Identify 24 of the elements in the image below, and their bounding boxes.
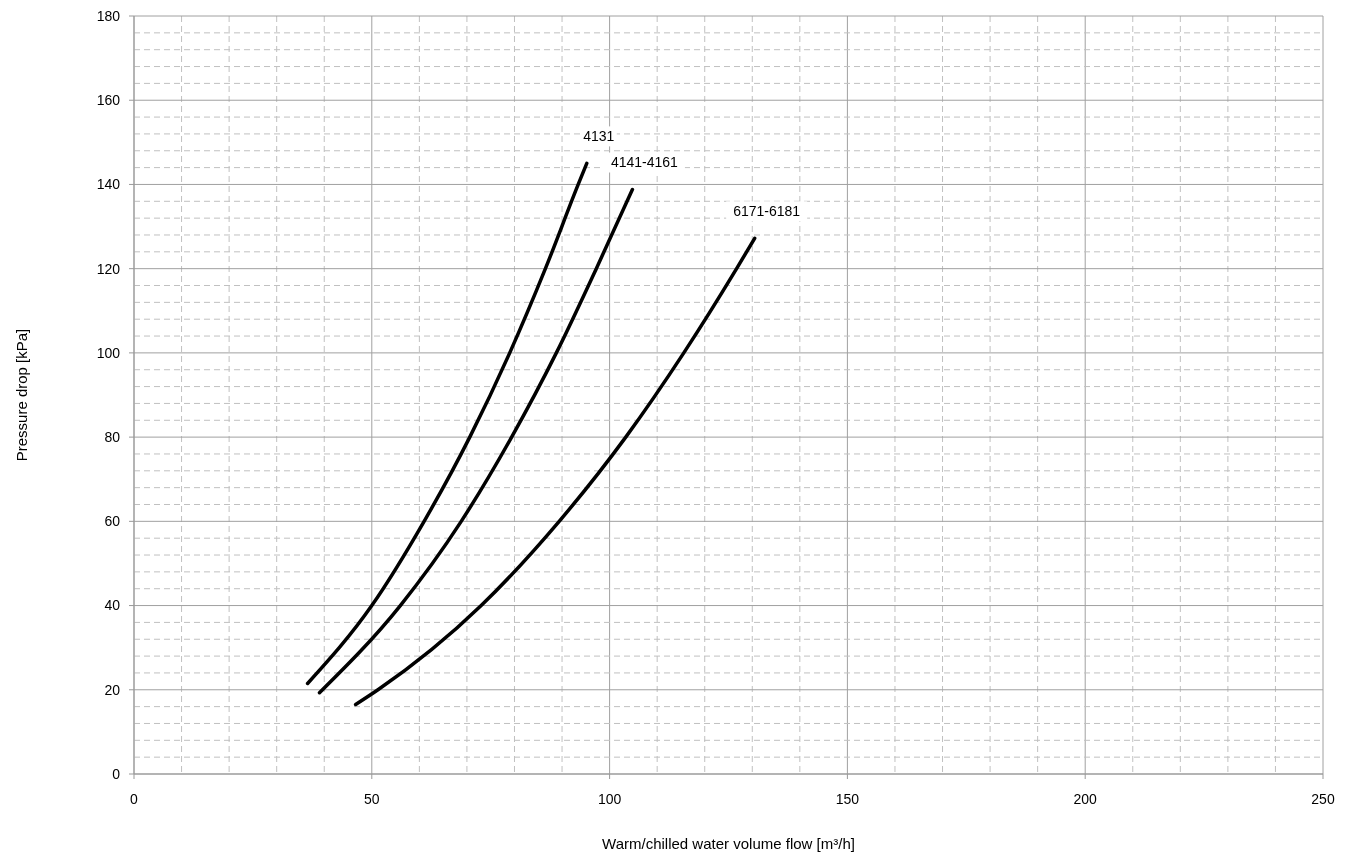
y-tick-label: 60: [104, 513, 121, 530]
x-tick-label: 50: [364, 791, 380, 807]
y-tick-label: 20: [104, 681, 121, 698]
x-tick-label: 100: [597, 791, 622, 807]
y-tick-label: 180: [96, 7, 121, 24]
x-tick-label: 250: [1311, 791, 1335, 807]
y-tick-label: 140: [96, 176, 121, 193]
annotation: 4131: [583, 128, 615, 145]
annotation: 6171-6181: [733, 203, 801, 220]
x-tick-label: 150: [835, 791, 860, 807]
y-tick-label: 120: [96, 260, 121, 277]
line-series: [353, 236, 757, 707]
line-series: [305, 161, 589, 686]
y-tick-label: 80: [104, 429, 121, 446]
x-tick-label: 0: [130, 791, 139, 807]
x-tick-label: 200: [1073, 791, 1098, 807]
y-tick-label: 160: [96, 92, 121, 109]
x-axis-title: Warm/chilled water volume flow [m³/h]: [602, 835, 855, 852]
y-tick-label: 40: [104, 597, 121, 614]
y-tick-label: 0: [112, 765, 121, 782]
y-axis-title: Pressure drop [kPa]: [13, 328, 30, 462]
y-tick-label: 100: [96, 344, 121, 361]
annotation: 4141-4161: [610, 154, 679, 171]
line-series: [317, 187, 635, 695]
